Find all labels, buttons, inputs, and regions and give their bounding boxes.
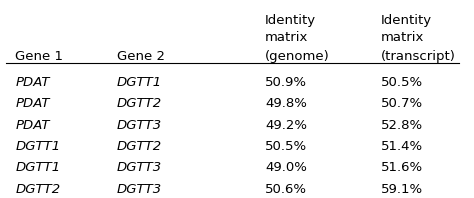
- Text: PDAT: PDAT: [15, 97, 50, 110]
- Text: 50.7%: 50.7%: [381, 97, 423, 110]
- Text: 50.9%: 50.9%: [265, 76, 307, 89]
- Text: (transcript): (transcript): [381, 50, 456, 63]
- Text: DGTT1: DGTT1: [15, 161, 60, 174]
- Text: DGTT3: DGTT3: [117, 183, 162, 196]
- Text: matrix: matrix: [381, 31, 424, 44]
- Text: Identity: Identity: [265, 14, 316, 27]
- Text: 51.4%: 51.4%: [381, 140, 423, 153]
- Text: (genome): (genome): [265, 50, 330, 63]
- Text: DGTT2: DGTT2: [117, 140, 162, 153]
- Text: 50.5%: 50.5%: [381, 76, 423, 89]
- Text: Identity: Identity: [381, 14, 432, 27]
- Text: 49.8%: 49.8%: [265, 97, 307, 110]
- Text: 50.5%: 50.5%: [265, 140, 307, 153]
- Text: 51.6%: 51.6%: [381, 161, 423, 174]
- Text: 50.6%: 50.6%: [265, 183, 307, 196]
- Text: 59.1%: 59.1%: [381, 183, 423, 196]
- Text: Gene 2: Gene 2: [117, 50, 165, 63]
- Text: DGTT3: DGTT3: [117, 161, 162, 174]
- Text: matrix: matrix: [265, 31, 309, 44]
- Text: 52.8%: 52.8%: [381, 119, 423, 132]
- Text: DGTT1: DGTT1: [117, 76, 162, 89]
- Text: 49.2%: 49.2%: [265, 119, 307, 132]
- Text: PDAT: PDAT: [15, 76, 50, 89]
- Text: DGTT2: DGTT2: [117, 97, 162, 110]
- Text: DGTT1: DGTT1: [15, 140, 60, 153]
- Text: Gene 1: Gene 1: [15, 50, 63, 63]
- Text: DGTT3: DGTT3: [117, 119, 162, 132]
- Text: 49.0%: 49.0%: [265, 161, 307, 174]
- Text: DGTT2: DGTT2: [15, 183, 60, 196]
- Text: PDAT: PDAT: [15, 119, 50, 132]
